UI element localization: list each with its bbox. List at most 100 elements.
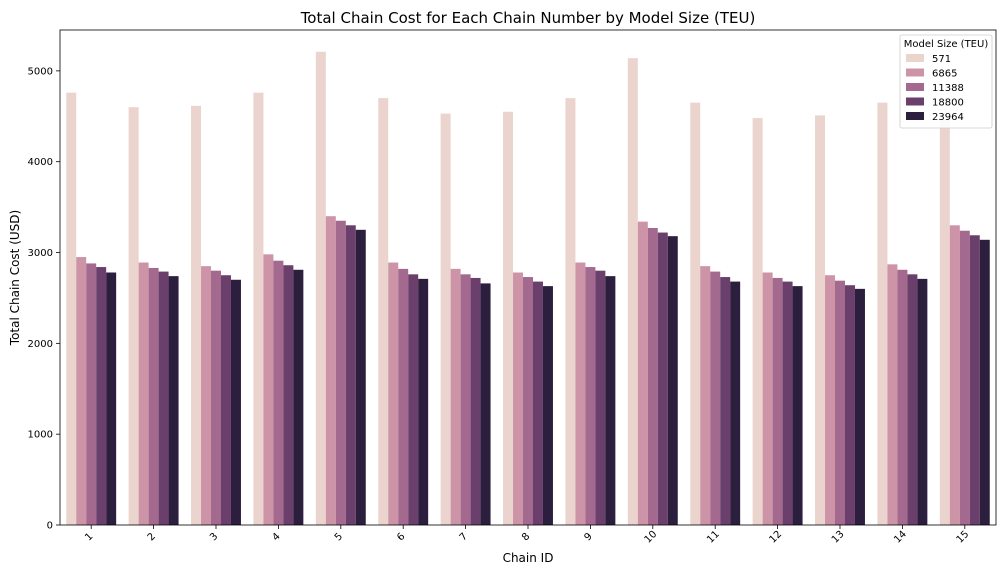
legend-label-6865: 6865 [932,69,957,80]
y-tick-label: 2000 [28,339,53,350]
bar-chain-10-size-6865 [637,221,648,525]
x-tick-label: 5 [333,531,345,543]
bar-chain-14-size-23964 [917,278,928,525]
bar-chain-13-size-23964 [854,288,865,525]
bar-chain-2-size-18800 [158,271,169,525]
bar-chain-12-size-18800 [782,281,793,525]
legend-swatch-18800 [906,97,924,106]
bar-chain-1-size-6865 [76,257,87,525]
x-tick-label: 3 [208,531,220,543]
bar-chain-9-size-6865 [575,262,586,525]
bar-chain-12-size-11388 [772,277,783,525]
bar-chain-3-size-18800 [220,275,231,525]
legend-swatch-23964 [906,112,924,120]
bar-chain-13-size-6865 [825,275,836,525]
x-tick-label: 1 [83,531,95,543]
y-axis-label: Total Chain Cost (USD) [8,210,22,346]
bar-chain-11-size-11388 [710,271,721,525]
x-tick-label: 12 [767,529,784,546]
bar-chain-11-size-23964 [730,281,741,525]
x-tick-label: 15 [955,529,972,546]
bar-chain-2-size-11388 [148,267,159,525]
bars-group [66,51,990,526]
y-tick-label: 5000 [28,66,53,77]
bar-chain-4-size-6865 [263,254,274,525]
legend: Model Size (TEU) 571 6865 11388 18800 23964 [899,34,993,129]
bar-chain-7-size-23964 [480,283,491,525]
bar-chain-12-size-23964 [792,286,803,525]
bar-chain-9-size-18800 [595,270,606,525]
y-tick-label: 0 [47,521,53,532]
bar-chain-6-size-6865 [388,262,399,525]
bar-chain-11-size-571 [690,102,701,525]
bar-chain-13-size-571 [815,115,826,525]
bar-chain-7-size-6865 [450,268,461,525]
bar-chain-4-size-18800 [283,265,294,525]
bar-chain-3-size-6865 [201,266,212,525]
x-tick-label: 9 [582,531,594,543]
bar-chain-1-size-18800 [96,267,107,525]
bar-chain-8-size-571 [503,111,514,526]
legend-label-18800: 18800 [932,98,964,109]
x-tick-label: 10 [643,529,660,546]
bar-chain-2-size-23964 [168,276,179,525]
y-tick-label: 3000 [28,248,53,259]
legend-label-11388: 11388 [932,83,964,94]
x-axis: 1 2 3 4 5 6 7 8 9 10 11 12 13 14 15 [83,525,971,546]
legend-title: Model Size (TEU) [904,39,989,50]
bar-chain-6-size-23964 [418,278,429,525]
legend-swatch-11388 [906,83,924,91]
bar-chain-7-size-11388 [460,274,471,525]
bar-chain-6-size-18800 [408,274,419,525]
x-axis-label: Chain ID [503,551,554,565]
bar-chain-10-size-23964 [667,236,678,525]
bar-chain-3-size-11388 [211,270,221,525]
bar-chain-2-size-571 [128,107,139,525]
x-tick-label: 4 [270,531,282,543]
bar-chain-2-size-6865 [138,262,149,525]
x-tick-label: 8 [520,531,532,543]
x-tick-label: 7 [458,531,470,543]
legend-label-23964: 23964 [932,112,964,123]
x-tick-label: 6 [395,531,407,543]
bar-chain-15-size-571 [939,119,950,526]
legend-swatch-6865 [906,68,924,77]
bar-chain-6-size-11388 [398,268,409,525]
x-tick-label: 13 [830,529,847,546]
bar-chain-14-size-6865 [887,264,898,525]
bar-chain-7-size-571 [440,113,451,525]
bar-chain-4-size-571 [253,92,264,525]
bar-chain-4-size-23964 [293,269,304,525]
x-tick-label: 14 [892,529,909,546]
bar-chain-15-size-23964 [979,239,990,525]
bar-chain-3-size-571 [191,105,202,525]
bar-chain-14-size-571 [877,102,888,525]
bar-chain-5-size-18800 [345,225,356,526]
bar-chain-8-size-6865 [513,272,524,525]
bar-chain-10-size-18800 [657,232,668,525]
bar-chain-3-size-23964 [230,279,241,525]
bar-chain-10-size-11388 [647,228,658,525]
bar-chain-1-size-23964 [106,272,117,525]
bar-chain-5-size-6865 [325,216,336,525]
bar-chain-8-size-11388 [523,277,533,525]
x-tick-label: 11 [705,529,722,546]
bar-chain-9-size-11388 [585,267,596,525]
bar-chain-9-size-571 [565,98,576,525]
bar-chain-6-size-571 [378,98,389,525]
x-tick-label: 2 [146,531,158,543]
bar-chain-4-size-11388 [273,260,284,525]
bar-chain-11-size-6865 [700,266,711,525]
bar-chain-5-size-23964 [355,229,366,525]
bar-chain-11-size-18800 [720,277,731,525]
bar-chain-9-size-23964 [605,276,616,525]
bar-chain-15-size-11388 [959,230,970,525]
bar-chain-1-size-11388 [86,263,97,525]
bar-chain-14-size-18800 [907,274,918,525]
bar-chain-12-size-6865 [762,272,773,525]
bar-chain-15-size-6865 [949,225,960,526]
y-tick-label: 1000 [28,430,53,441]
legend-label-571: 571 [932,54,951,65]
bar-chain-10-size-571 [627,58,638,525]
y-tick-label: 4000 [28,157,53,168]
